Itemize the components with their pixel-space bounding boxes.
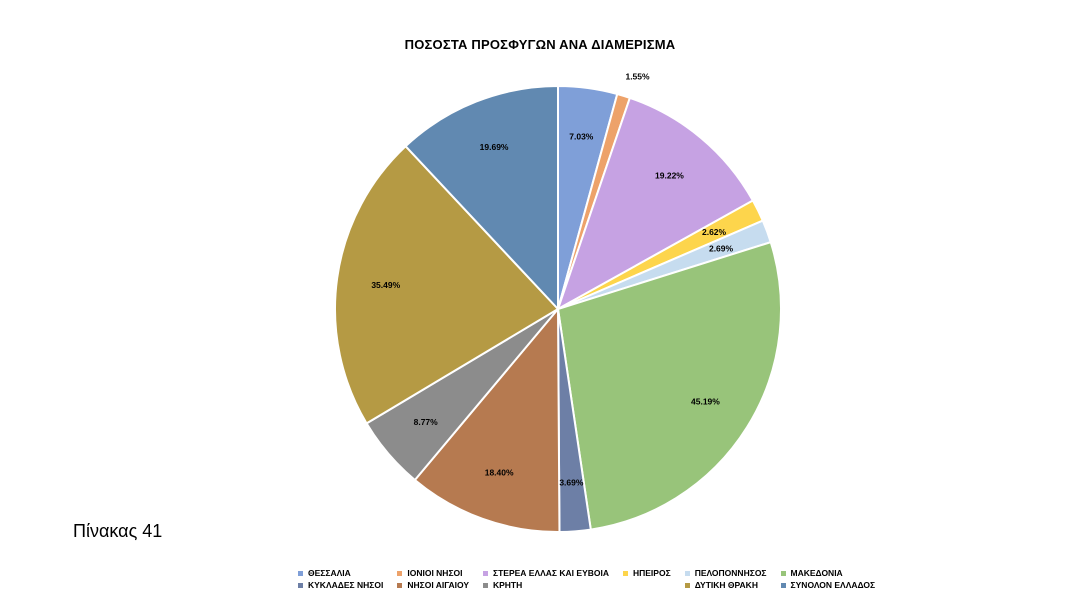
legend-item: ΚΥΚΛΑΔΕΣ ΝΗΣΟΙ (298, 580, 383, 590)
data-label-8: 18.40% (485, 468, 514, 478)
legend-swatch (780, 582, 786, 588)
chart-title: ΠΟΣΟΣΤΑ ΠΡΟΣΦΥΓΩΝ ΑΝΑ ΔΙΑΜΕΡΙΣΜΑ (404, 37, 676, 52)
legend-item: ΜΑΚΕΔΟΝΙΑ (780, 568, 876, 578)
legend-swatch (397, 582, 403, 588)
legend-swatch (482, 570, 488, 576)
legend-label: ΗΠΕΙΡΟΣ (632, 568, 671, 578)
legend-swatch (298, 582, 303, 588)
data-label-6: 45.19% (691, 396, 720, 406)
data-label-4: 2.62% (702, 227, 727, 237)
legend-item: ΝΗΣΟΙ ΑΙΓΑΙΟΥ (397, 580, 469, 590)
data-label-2: 1.55% (625, 72, 650, 82)
pie-slice-11 (404, 84, 559, 312)
legend-swatch (397, 570, 403, 576)
table-caption: Πίνακας 41 (73, 521, 163, 541)
legend-swatch (780, 570, 786, 576)
legend-swatch (482, 582, 488, 588)
data-label-5: 2.69% (709, 243, 734, 253)
data-label-3: 19.22% (655, 170, 684, 180)
legend-item: ΔΥΤΙΚΗ ΘΡΑΚΗ (684, 580, 767, 590)
legend-item: ΗΠΕΙΡΟΣ (622, 568, 671, 578)
data-label-1: 7.03% (569, 132, 594, 142)
legend-item: ΠΕΛΟΠΟΝΝΗΣΟΣ (684, 568, 767, 578)
pie-slice-6 (556, 240, 782, 531)
legend-label: ΔΥΤΙΚΗ ΘΡΑΚΗ (694, 580, 758, 590)
chart-legend: ΘΕΣΣΑΛΙΑ ΙΟΝΙΟΙ ΝΗΣΟΙ ΣΤΕΡΕΑ ΕΛΛΑΣ ΚΑΙ ΕΥΒ… (298, 568, 875, 590)
pie-slice-8 (413, 306, 561, 533)
pie-slice-3 (556, 96, 755, 312)
data-label-9: 8.77% (414, 417, 439, 427)
legend-label: ΜΑΚΕΔΟΝΙΑ (790, 568, 843, 578)
data-label-11: 19.69% (480, 142, 509, 152)
legend-label: ΙΟΝΙΟΙ ΝΗΣΟΙ (407, 568, 463, 578)
legend-label: ΝΗΣΟΙ ΑΙΓΑΙΟΥ (407, 580, 469, 590)
legend-label: ΘΕΣΣΑΛΙΑ (308, 568, 351, 578)
legend-item: ΘΕΣΣΑΛΙΑ (298, 568, 383, 578)
legend-swatch (622, 570, 628, 576)
legend-label: ΣΤΕΡΕΑ ΕΛΛΑΣ ΚΑΙ ΕΥΒΟΙΑ (492, 568, 609, 578)
legend-label: ΣΥΝΟΛΟΝ ΕΛΛΑΔΟΣ (790, 580, 876, 590)
legend-item: ΣΤΕΡΕΑ ΕΛΛΑΣ ΚΑΙ ΕΥΒΟΙΑ (482, 568, 609, 578)
legend-swatch (298, 570, 303, 576)
data-label-10: 35.49% (371, 280, 400, 290)
legend-item: ΙΟΝΙΟΙ ΝΗΣΟΙ (397, 568, 469, 578)
legend-item: ΚΡΗΤΗ (482, 580, 609, 590)
pie-slice-10 (334, 144, 560, 425)
legend-swatch (684, 582, 690, 588)
legend-label: ΠΕΛΟΠΟΝΝΗΣΟΣ (694, 568, 767, 578)
legend-item: ΣΥΝΟΛΟΝ ΕΛΛΑΔΟΣ (780, 580, 876, 590)
data-label-7: 3.69% (559, 477, 584, 487)
legend-label: ΚΥΚΛΑΔΕΣ ΝΗΣΟΙ (308, 580, 384, 590)
legend-label: ΚΡΗΤΗ (492, 580, 523, 590)
legend-swatch (684, 570, 690, 576)
